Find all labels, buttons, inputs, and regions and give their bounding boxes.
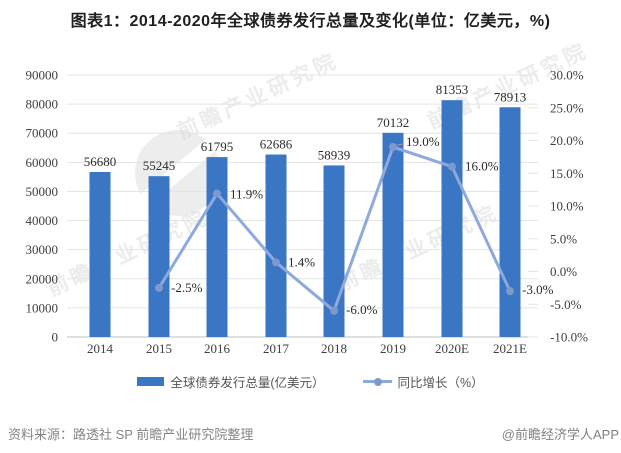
marker-dot-icon <box>373 377 382 386</box>
bar-value-label: 58939 <box>318 147 351 162</box>
bar-2019 <box>382 132 404 337</box>
growth-marker <box>213 189 221 198</box>
bar-swatch-icon <box>137 377 165 386</box>
right-axis-tick-label: -5.0% <box>550 297 582 312</box>
bar-value-label: 70132 <box>377 115 410 130</box>
legend-item-total: 全球债券发行总量(亿美元） <box>137 372 325 391</box>
x-axis-label: 2016 <box>204 341 231 356</box>
bar-value-label: 62686 <box>260 137 293 152</box>
growth-marker <box>155 283 163 292</box>
right-axis-tick-label: -10.0% <box>550 330 588 345</box>
left-axis-tick-label: 50000 <box>26 184 59 199</box>
bar-value-label: 55245 <box>143 158 176 173</box>
bar-2017 <box>265 154 287 337</box>
bar-2021E <box>499 107 521 338</box>
growth-value-label: 19.0% <box>406 134 440 149</box>
x-axis-label: 2021E <box>493 341 527 356</box>
data-source-note: 资料来源：路透社 SP 前瞻产业研究院整理 <box>8 427 254 442</box>
label-leader-line <box>396 143 405 146</box>
growth-marker <box>389 143 397 152</box>
legend-item-growth: 同比增长（%） <box>362 372 484 391</box>
x-axis-label: 2020E <box>435 341 469 356</box>
legend: 全球债券发行总量(亿美元） 同比增长（%） <box>0 372 621 391</box>
left-axis-tick-label: 20000 <box>26 271 59 286</box>
left-axis-tick-label: 0 <box>52 330 59 345</box>
right-axis-tick-label: 25.0% <box>550 100 584 115</box>
growth-value-label: -6.0% <box>346 302 378 317</box>
x-axis-label: 2018 <box>321 341 347 356</box>
right-axis-tick-label: 10.0% <box>550 199 584 214</box>
bar-2014 <box>89 171 111 337</box>
right-axis-tick-label: 5.0% <box>550 231 577 246</box>
legend-label: 全球债券发行总量(亿美元） <box>170 376 325 390</box>
bar-2020E <box>441 100 463 337</box>
legend-label: 同比增长（%） <box>397 376 484 390</box>
x-axis-label: 2014 <box>87 341 114 356</box>
right-axis-tick-label: 0.0% <box>550 264 577 279</box>
x-axis-label: 2019 <box>380 341 406 356</box>
chart-title: 图表1：2014-2020年全球债券发行总量及变化(单位：亿美元，%) <box>70 13 551 30</box>
x-axis-label: 2015 <box>146 341 172 356</box>
bar-2016 <box>206 157 228 337</box>
growth-value-label: 16.0% <box>465 159 499 174</box>
right-axis-tick-label: 20.0% <box>550 133 584 148</box>
growth-marker <box>330 306 338 315</box>
right-axis-tick-label: 30.0% <box>550 68 584 83</box>
left-axis-tick-label: 80000 <box>26 97 59 112</box>
growth-marker <box>448 162 456 171</box>
left-axis-tick-label: 30000 <box>26 242 59 257</box>
brand-credit: @前瞻经济学人APP <box>501 427 619 442</box>
x-axis-label: 2017 <box>263 341 290 356</box>
left-axis-tick-label: 60000 <box>26 155 59 170</box>
bar-value-label: 61795 <box>201 139 234 154</box>
growth-value-label: -3.0% <box>522 282 554 297</box>
bar-value-label: 81353 <box>436 82 469 97</box>
line-swatch-icon <box>362 377 392 386</box>
bar-2015 <box>148 176 170 337</box>
growth-value-label: -2.5% <box>171 280 203 295</box>
growth-marker <box>506 287 514 296</box>
left-axis-tick-label: 10000 <box>26 300 59 315</box>
bar-value-label: 56680 <box>84 154 117 169</box>
growth-value-label: 1.4% <box>288 254 315 269</box>
left-axis-tick-label: 70000 <box>26 126 59 141</box>
right-axis-tick-label: 15.0% <box>550 166 584 181</box>
growth-value-label: 11.9% <box>230 187 263 202</box>
left-axis-tick-label: 90000 <box>26 68 59 83</box>
growth-marker <box>272 258 280 267</box>
left-axis-tick-label: 40000 <box>26 213 59 228</box>
bar-value-label: 78913 <box>494 89 527 104</box>
